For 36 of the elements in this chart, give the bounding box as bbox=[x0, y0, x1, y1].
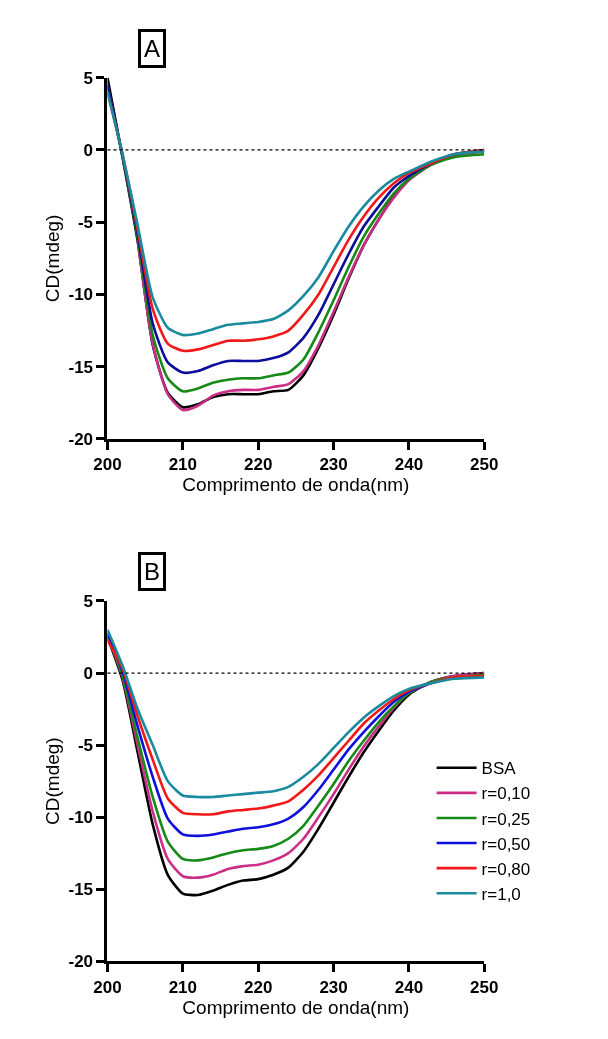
y-tick-label: 5 bbox=[83, 68, 94, 88]
y-tick-label: 0 bbox=[83, 140, 94, 160]
x-tick-label: 240 bbox=[394, 977, 424, 997]
legend-label: r=0,80 bbox=[481, 859, 531, 879]
x-tick-label: 240 bbox=[394, 455, 424, 475]
x-tick-label: 220 bbox=[244, 977, 273, 997]
y-tick-label: 5 bbox=[83, 591, 94, 611]
x-tick-label: 230 bbox=[319, 977, 348, 997]
x-axis-title: Comprimento de onda(nm) bbox=[182, 996, 410, 1018]
text: A bbox=[144, 35, 161, 62]
x-tick-label: 200 bbox=[93, 455, 122, 475]
x-tick-label: 250 bbox=[470, 455, 499, 475]
y-tick-label: -10 bbox=[68, 808, 94, 828]
legend-label: r=0,25 bbox=[481, 809, 531, 829]
legend-label: BSA bbox=[481, 759, 517, 779]
y-axis-title: CD(mdeg) bbox=[42, 737, 64, 825]
y-axis-title: CD(mdeg) bbox=[42, 214, 64, 303]
x-tick-label: 210 bbox=[168, 977, 198, 997]
y-tick-label: -10 bbox=[68, 285, 94, 305]
x-axis-title: Comprimento de onda(nm) bbox=[182, 474, 410, 496]
x-tick-label: 220 bbox=[244, 455, 273, 475]
y-tick-label: 0 bbox=[83, 663, 94, 683]
x-tick-label: 200 bbox=[93, 977, 122, 997]
y-tick-label: -15 bbox=[68, 357, 94, 377]
legend-label: r=0,10 bbox=[481, 784, 531, 804]
x-tick-label: 250 bbox=[470, 977, 499, 997]
text: B bbox=[144, 558, 161, 585]
legend-label: r=1,0 bbox=[481, 884, 521, 904]
y-tick-label: -20 bbox=[68, 952, 94, 972]
legend-label: r=0,50 bbox=[481, 834, 531, 854]
x-tick-label: 210 bbox=[168, 455, 198, 475]
y-tick-label: -20 bbox=[68, 429, 94, 449]
y-tick-label: -15 bbox=[68, 880, 94, 900]
y-tick-label: -5 bbox=[77, 736, 94, 756]
y-tick-label: -5 bbox=[77, 213, 94, 233]
x-tick-label: 230 bbox=[319, 455, 348, 475]
